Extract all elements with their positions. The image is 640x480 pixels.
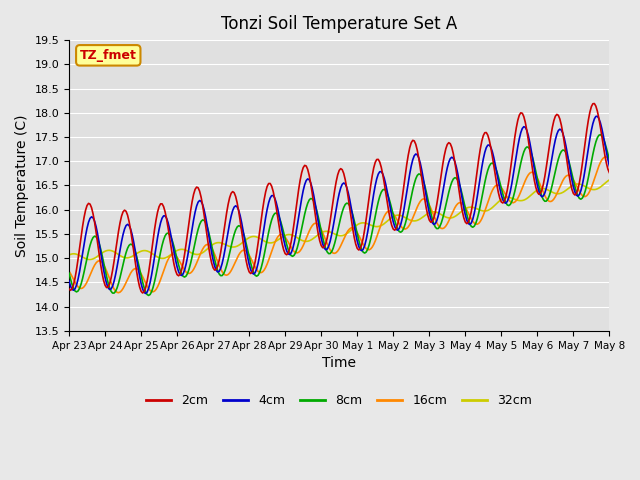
Legend: 2cm, 4cm, 8cm, 16cm, 32cm: 2cm, 4cm, 8cm, 16cm, 32cm [141, 389, 537, 412]
X-axis label: Time: Time [322, 356, 356, 370]
Y-axis label: Soil Temperature (C): Soil Temperature (C) [15, 114, 29, 257]
Title: Tonzi Soil Temperature Set A: Tonzi Soil Temperature Set A [221, 15, 458, 33]
Text: TZ_fmet: TZ_fmet [80, 49, 137, 62]
